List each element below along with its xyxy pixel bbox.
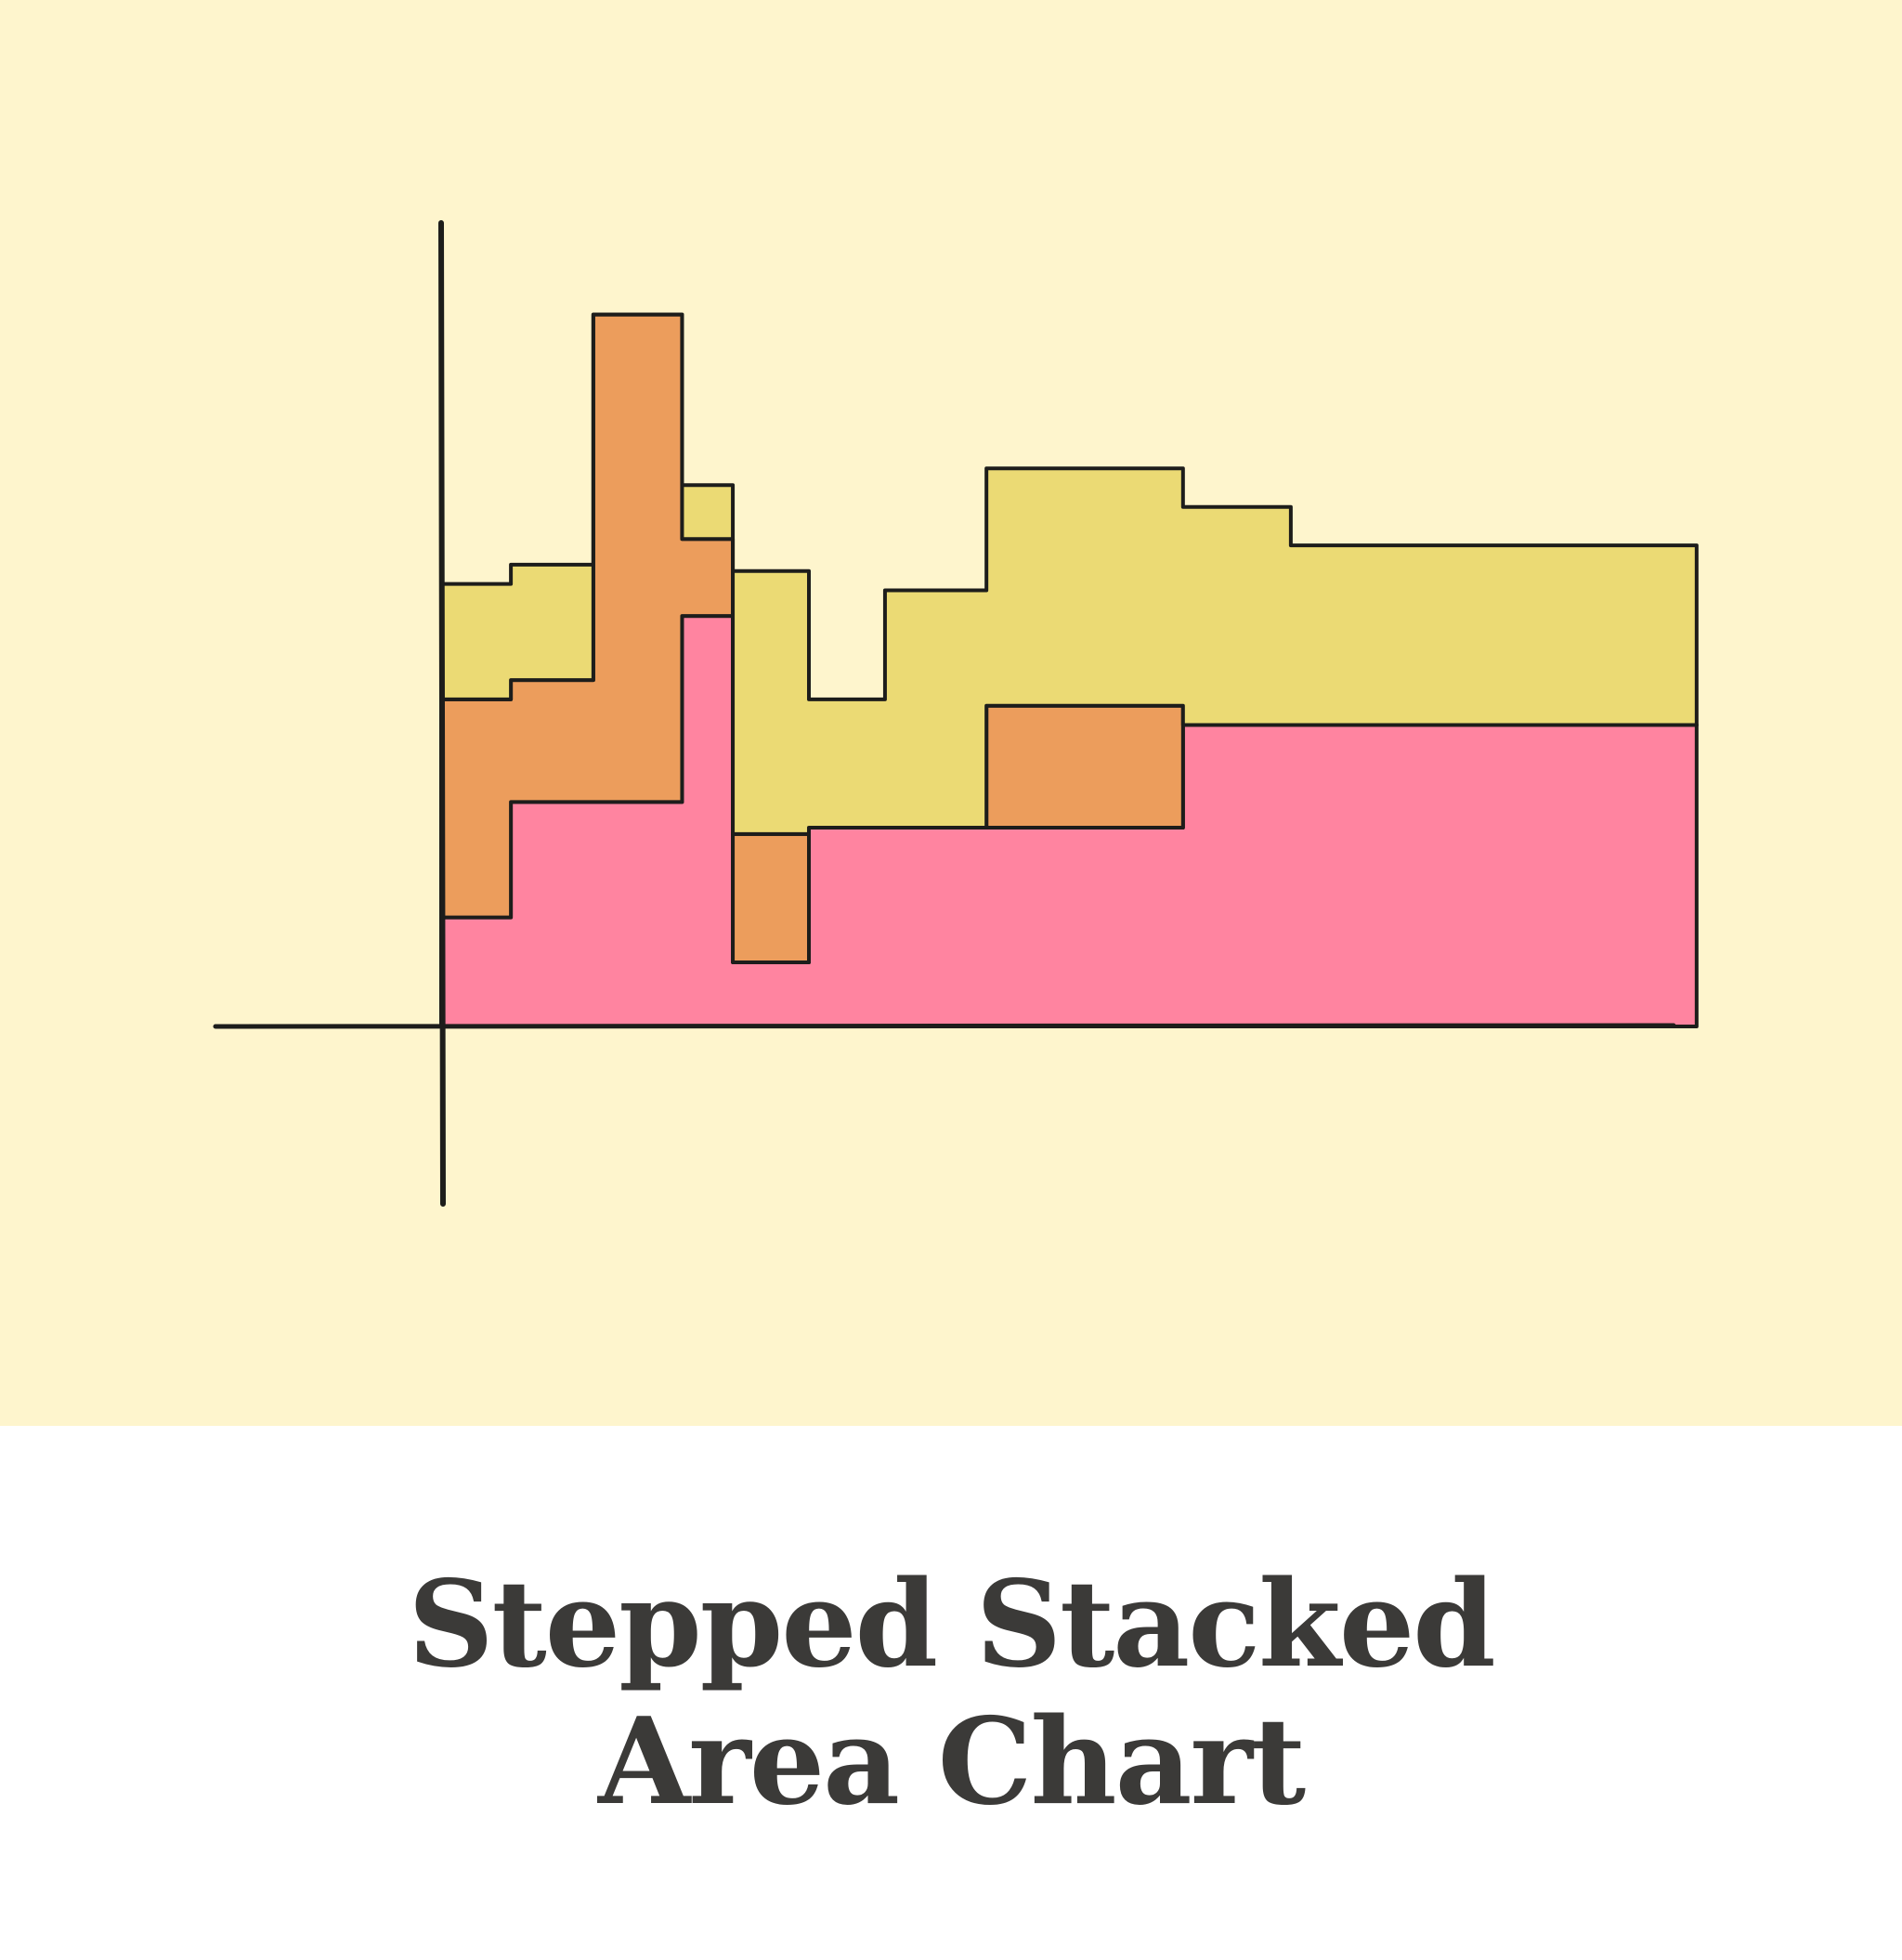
y-axis-line (438, 220, 446, 1207)
chart-caption-title: Stepped Stacked Area Chart (408, 1554, 1496, 1832)
area-series-3 (439, 312, 1699, 836)
axes (213, 220, 1676, 1207)
chart-panel (0, 0, 1902, 1426)
caption-area: Stepped Stacked Area Chart (0, 1426, 1902, 1960)
stepped-stacked-area-chart (0, 0, 1902, 1426)
